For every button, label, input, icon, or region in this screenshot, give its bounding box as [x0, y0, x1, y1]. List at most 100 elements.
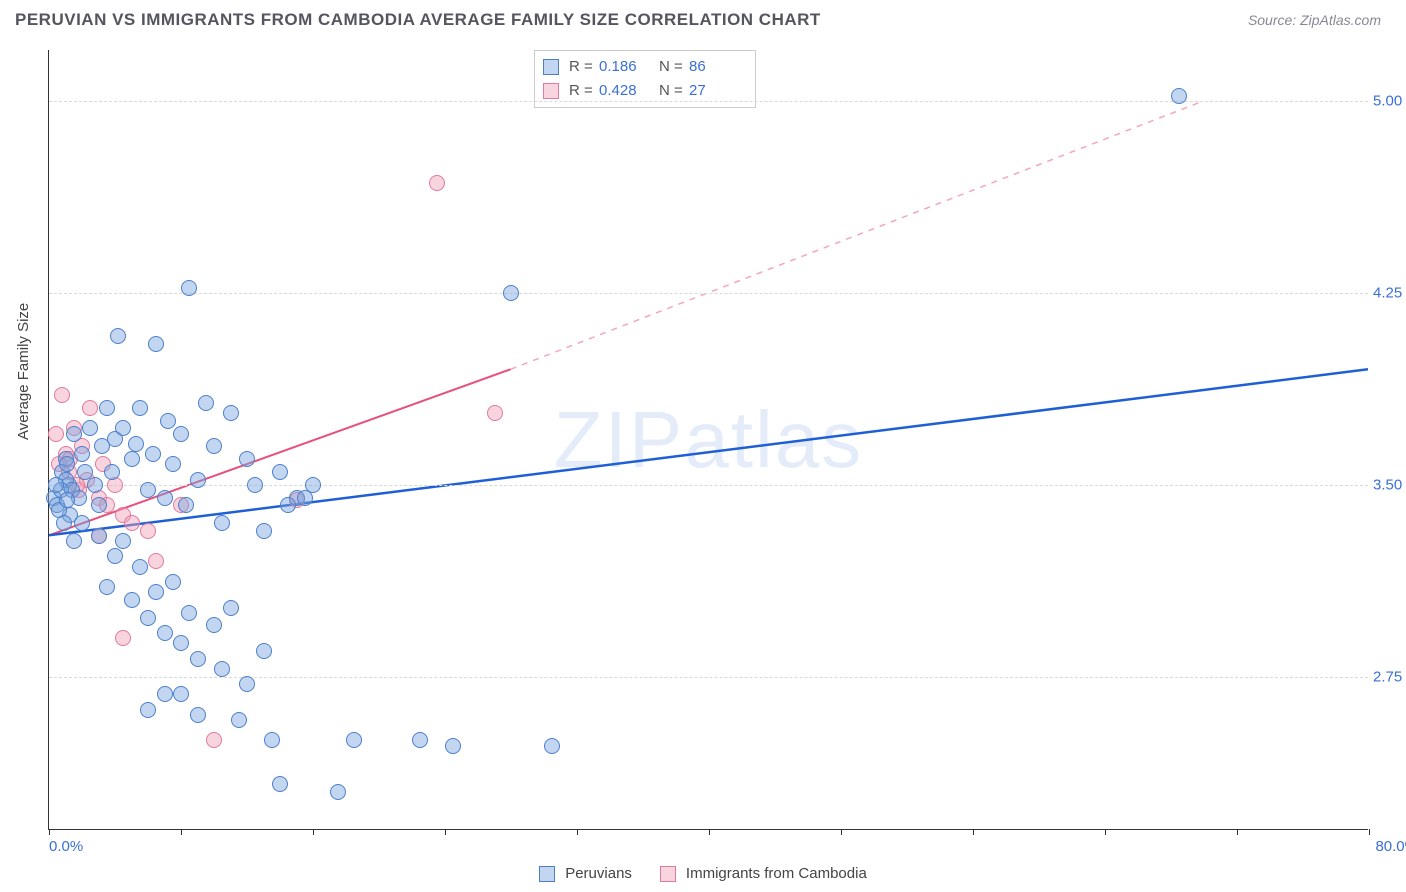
data-point	[173, 635, 189, 651]
data-point	[206, 732, 222, 748]
data-point	[206, 617, 222, 633]
data-point	[124, 515, 140, 531]
stat-label: N =	[659, 55, 683, 79]
data-point	[173, 426, 189, 442]
data-point	[214, 515, 230, 531]
data-point	[59, 456, 75, 472]
y-axis-label: Average Family Size	[15, 303, 32, 440]
data-point	[48, 477, 64, 493]
data-point	[544, 738, 560, 754]
data-point	[148, 584, 164, 600]
bottom-legend: Peruvians Immigrants from Cambodia	[0, 865, 1406, 882]
x-min-label: 0.0%	[49, 838, 83, 855]
data-point	[487, 405, 503, 421]
data-point	[157, 686, 173, 702]
xtick	[841, 829, 842, 835]
xtick	[577, 829, 578, 835]
data-point	[223, 405, 239, 421]
data-point	[99, 400, 115, 416]
data-point	[56, 515, 72, 531]
stat-n-blue: 86	[689, 55, 743, 79]
data-point	[181, 605, 197, 621]
data-point	[82, 400, 98, 416]
data-point	[297, 490, 313, 506]
data-point	[412, 732, 428, 748]
xtick	[49, 829, 50, 835]
ytick-label: 4.25	[1373, 284, 1406, 301]
data-point	[145, 446, 161, 462]
swatch-pink-icon	[660, 866, 676, 882]
trend-lines	[49, 50, 1368, 829]
data-point	[124, 592, 140, 608]
data-point	[231, 712, 247, 728]
watermark: ZIPatlas	[554, 394, 863, 486]
swatch-blue-icon	[543, 59, 559, 75]
legend-pink-label: Immigrants from Cambodia	[686, 865, 867, 882]
data-point	[206, 438, 222, 454]
data-point	[256, 643, 272, 659]
data-point	[132, 400, 148, 416]
data-point	[140, 482, 156, 498]
swatch-pink-icon	[543, 83, 559, 99]
xtick	[1369, 829, 1370, 835]
stat-label: R =	[569, 55, 593, 79]
data-point	[128, 436, 144, 452]
data-point	[173, 686, 189, 702]
data-point	[59, 492, 75, 508]
data-point	[91, 528, 107, 544]
data-point	[140, 610, 156, 626]
data-point	[190, 472, 206, 488]
legend-item-pink: Immigrants from Cambodia	[660, 865, 867, 882]
xtick	[973, 829, 974, 835]
data-point	[148, 553, 164, 569]
data-point	[346, 732, 362, 748]
data-point	[66, 533, 82, 549]
ytick-label: 5.00	[1373, 93, 1406, 110]
plot-area: ZIPatlas R = 0.186 N = 86 R = 0.428 N = …	[48, 50, 1368, 830]
data-point	[239, 451, 255, 467]
data-point	[160, 413, 176, 429]
stat-label: R =	[569, 79, 593, 103]
data-point	[503, 285, 519, 301]
data-point	[99, 579, 115, 595]
stats-row-blue: R = 0.186 N = 86	[543, 55, 743, 79]
x-max-label: 80.0%	[1375, 838, 1406, 855]
data-point	[124, 451, 140, 467]
gridline	[49, 101, 1368, 102]
data-point	[74, 515, 90, 531]
stat-r-blue: 0.186	[599, 55, 653, 79]
data-point	[190, 651, 206, 667]
xtick	[445, 829, 446, 835]
data-point	[330, 784, 346, 800]
data-point	[239, 676, 255, 692]
data-point	[178, 497, 194, 513]
data-point	[91, 497, 107, 513]
data-point	[280, 497, 296, 513]
source-label: Source: ZipAtlas.com	[1248, 12, 1381, 28]
data-point	[157, 625, 173, 641]
data-point	[66, 426, 82, 442]
data-point	[264, 732, 280, 748]
data-point	[157, 490, 173, 506]
data-point	[429, 175, 445, 191]
data-point	[223, 600, 239, 616]
chart-title: PERUVIAN VS IMMIGRANTS FROM CAMBODIA AVE…	[15, 10, 821, 30]
xtick	[709, 829, 710, 835]
gridline	[49, 293, 1368, 294]
data-point	[54, 387, 70, 403]
legend-blue-label: Peruvians	[565, 865, 632, 882]
ytick-label: 3.50	[1373, 476, 1406, 493]
ytick-label: 2.75	[1373, 668, 1406, 685]
swatch-blue-icon	[539, 866, 555, 882]
data-point	[272, 464, 288, 480]
stats-legend-box: R = 0.186 N = 86 R = 0.428 N = 27	[534, 50, 756, 108]
data-point	[140, 523, 156, 539]
data-point	[148, 336, 164, 352]
data-point	[104, 464, 120, 480]
data-point	[198, 395, 214, 411]
data-point	[74, 446, 90, 462]
data-point	[132, 559, 148, 575]
data-point	[272, 776, 288, 792]
stat-label: N =	[659, 79, 683, 103]
stat-r-pink: 0.428	[599, 79, 653, 103]
